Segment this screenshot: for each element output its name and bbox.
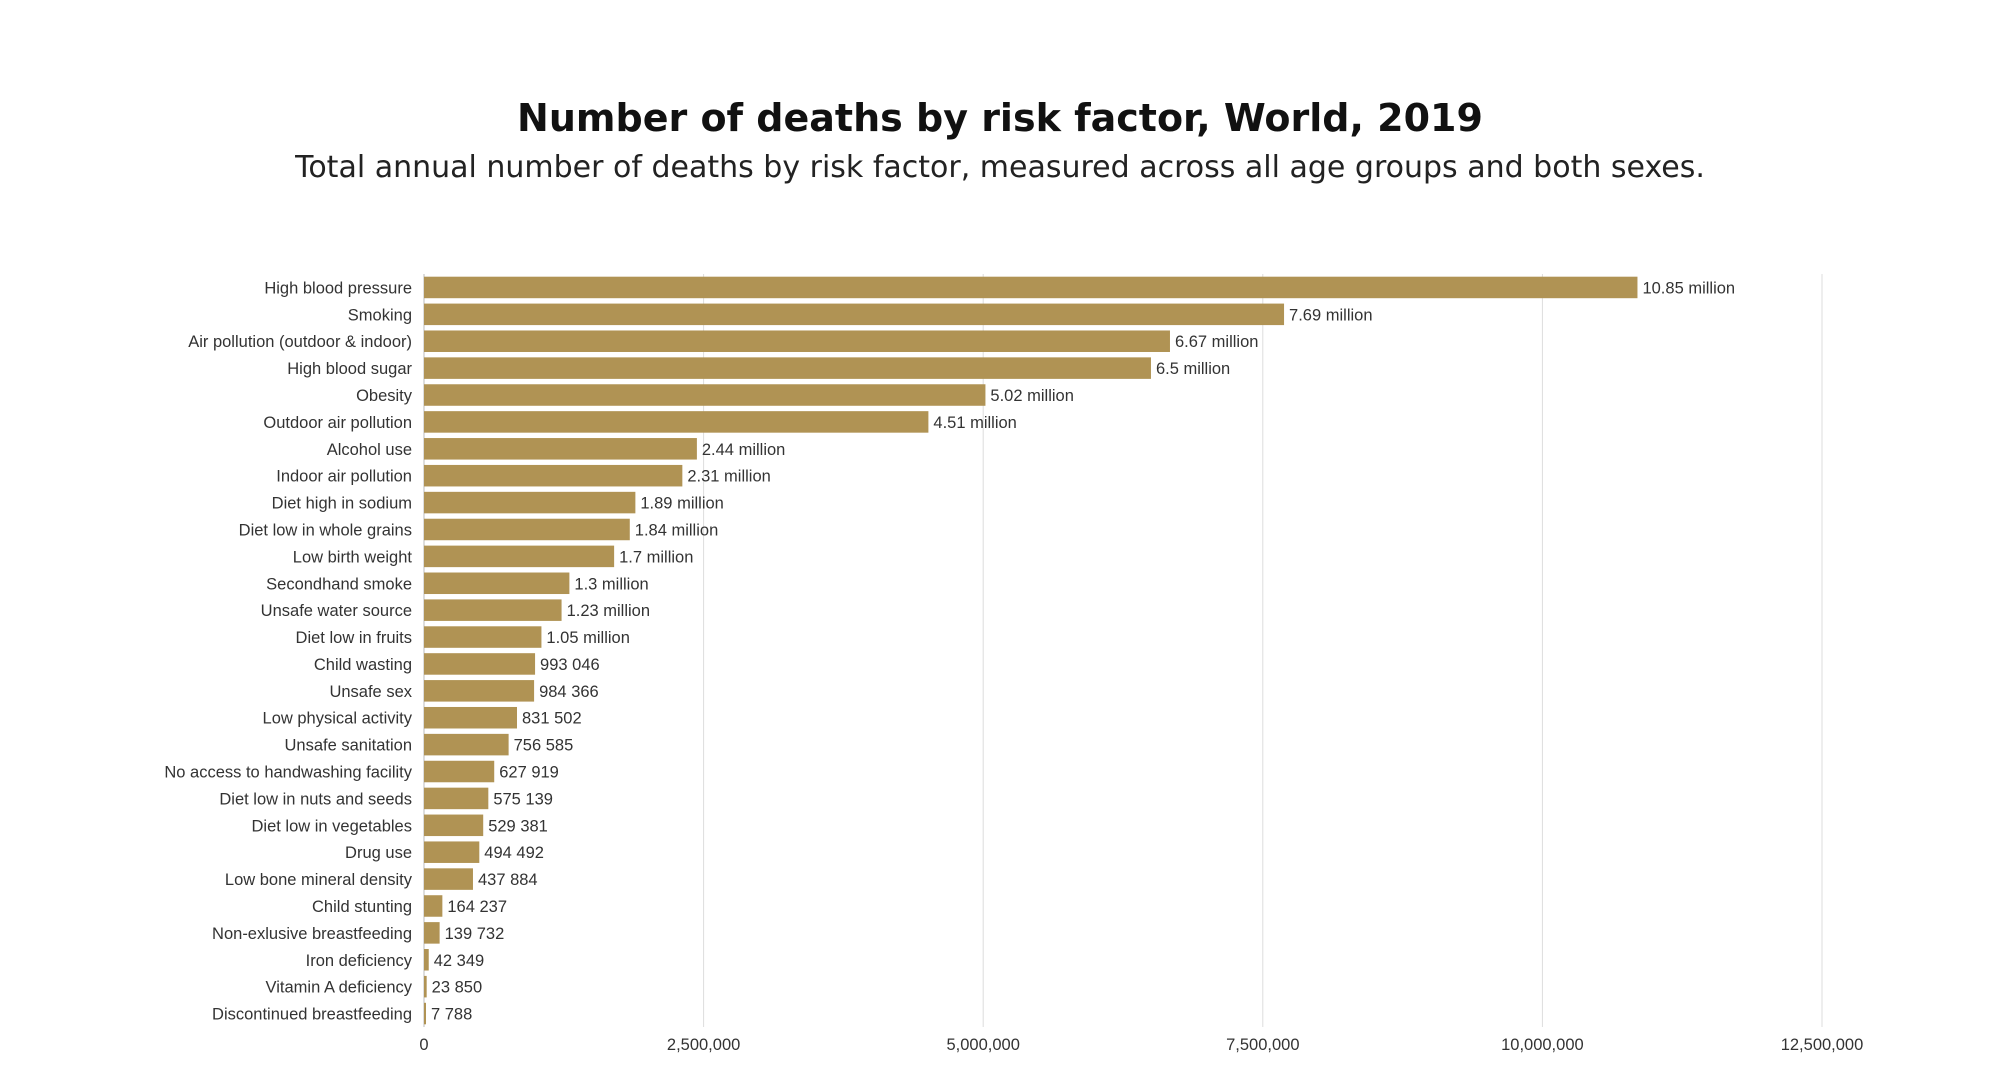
bar (424, 787, 489, 810)
bar (424, 922, 440, 944)
bar (424, 653, 536, 675)
bar (424, 975, 427, 998)
category-label: Alcohol use (327, 441, 412, 459)
category-label: Diet low in fruits (296, 629, 412, 647)
bar (424, 384, 986, 406)
value-label: 2.31 million (687, 468, 770, 486)
bar (424, 464, 683, 487)
category-label: Obesity (356, 387, 413, 405)
category-label: Diet low in vegetables (251, 817, 412, 835)
category-label: Drug use (345, 844, 412, 862)
category-label: High blood sugar (287, 360, 412, 378)
value-label: 494 492 (484, 844, 544, 862)
value-labels: 10.85 million 7.69 million 6.67 million 6.5… (431, 279, 1735, 1023)
value-label: 1.23 million (567, 602, 650, 620)
value-label: 831 502 (522, 710, 582, 728)
bar (424, 895, 443, 917)
category-label: Diet high in sodium (272, 495, 412, 513)
category-label: Discontinued breastfeeding (212, 1006, 412, 1024)
value-label: 5.02 million (990, 387, 1073, 405)
category-label: Smoking (348, 306, 412, 324)
bar (424, 330, 1170, 352)
category-label: Diet low in nuts and seeds (219, 790, 412, 808)
value-label: 575 139 (493, 790, 553, 808)
category-label: Unsafe sex (329, 683, 412, 701)
value-label: 984 366 (539, 683, 599, 701)
value-label: 10.85 million (1642, 279, 1735, 297)
category-label: Child stunting (312, 898, 412, 916)
category-label: Iron deficiency (306, 952, 413, 970)
category-label: Non-exlusive breastfeeding (212, 925, 412, 943)
bar (424, 303, 1285, 326)
bar (424, 868, 473, 890)
value-label: 1.05 million (546, 629, 629, 647)
category-label: Unsafe water source (261, 602, 412, 620)
value-label: 42 349 (434, 952, 484, 970)
bar (424, 572, 570, 595)
value-label: 164 237 (447, 898, 507, 916)
value-label: 627 919 (499, 764, 559, 782)
bar (424, 438, 697, 460)
bar (424, 599, 562, 621)
bar (424, 626, 542, 648)
bar (424, 949, 429, 971)
category-label: Low physical activity (263, 710, 413, 728)
bar (424, 841, 480, 863)
category-label: Unsafe sanitation (285, 737, 413, 755)
bar (424, 733, 509, 756)
bar (424, 545, 615, 568)
value-label: 7.69 million (1289, 306, 1372, 324)
bar (424, 706, 517, 729)
category-label: Outdoor air pollution (263, 414, 412, 432)
category-label: No access to handwashing facility (164, 764, 412, 782)
bar (424, 760, 495, 783)
category-label: Secondhand smoke (266, 575, 412, 593)
chart-title: Number of deaths by risk factor, World, … (517, 96, 1483, 140)
value-label: 4.51 million (933, 414, 1016, 432)
value-label: 6.5 million (1156, 360, 1230, 378)
bar (424, 680, 535, 702)
value-label: 529 381 (488, 817, 548, 835)
bar (424, 518, 630, 541)
x-tick-label: 0 (419, 1036, 428, 1054)
x-axis-ticks: 0 2,500,000 5,000,000 7,500,000 10,000,000 12… (419, 1036, 1863, 1054)
bar (424, 276, 1638, 299)
bar (424, 411, 929, 433)
x-tick-label: 2,500,000 (667, 1036, 740, 1054)
bar (424, 1002, 426, 1025)
category-label: Diet low in whole grains (239, 521, 412, 539)
value-label: 1.7 million (619, 548, 693, 566)
value-label: 1.84 million (635, 521, 718, 539)
category-label: Low bone mineral density (225, 871, 413, 889)
value-label: 437 884 (478, 871, 538, 889)
bar (424, 814, 484, 837)
x-tick-label: 5,000,000 (946, 1036, 1019, 1054)
value-label: 7 788 (431, 1006, 472, 1024)
value-label: 139 732 (445, 925, 505, 943)
category-label: Child wasting (314, 656, 412, 674)
value-label: 23 850 (432, 979, 482, 997)
value-label: 6.67 million (1175, 333, 1258, 351)
value-label: 2.44 million (702, 441, 785, 459)
bar (424, 357, 1151, 379)
value-label: 1.89 million (640, 495, 723, 513)
bars (424, 276, 1638, 1025)
x-tick-label: 10,000,000 (1501, 1036, 1584, 1054)
x-tick-label: 12,500,000 (1781, 1036, 1864, 1054)
value-label: 756 585 (514, 737, 574, 755)
value-label: 993 046 (540, 656, 600, 674)
category-label: Indoor air pollution (276, 468, 412, 486)
category-labels: High blood pressure Smoking Air pollution … (164, 279, 412, 1023)
bar (424, 491, 636, 514)
chart-subtitle: Total annual number of deaths by risk fa… (295, 150, 1705, 185)
category-label: Air pollution (outdoor & indoor) (188, 333, 412, 351)
value-label: 1.3 million (574, 575, 648, 593)
x-tick-label: 7,500,000 (1226, 1036, 1299, 1054)
category-label: Low birth weight (293, 548, 413, 566)
category-label: High blood pressure (264, 279, 412, 297)
category-label: Vitamin A deficiency (266, 979, 413, 997)
